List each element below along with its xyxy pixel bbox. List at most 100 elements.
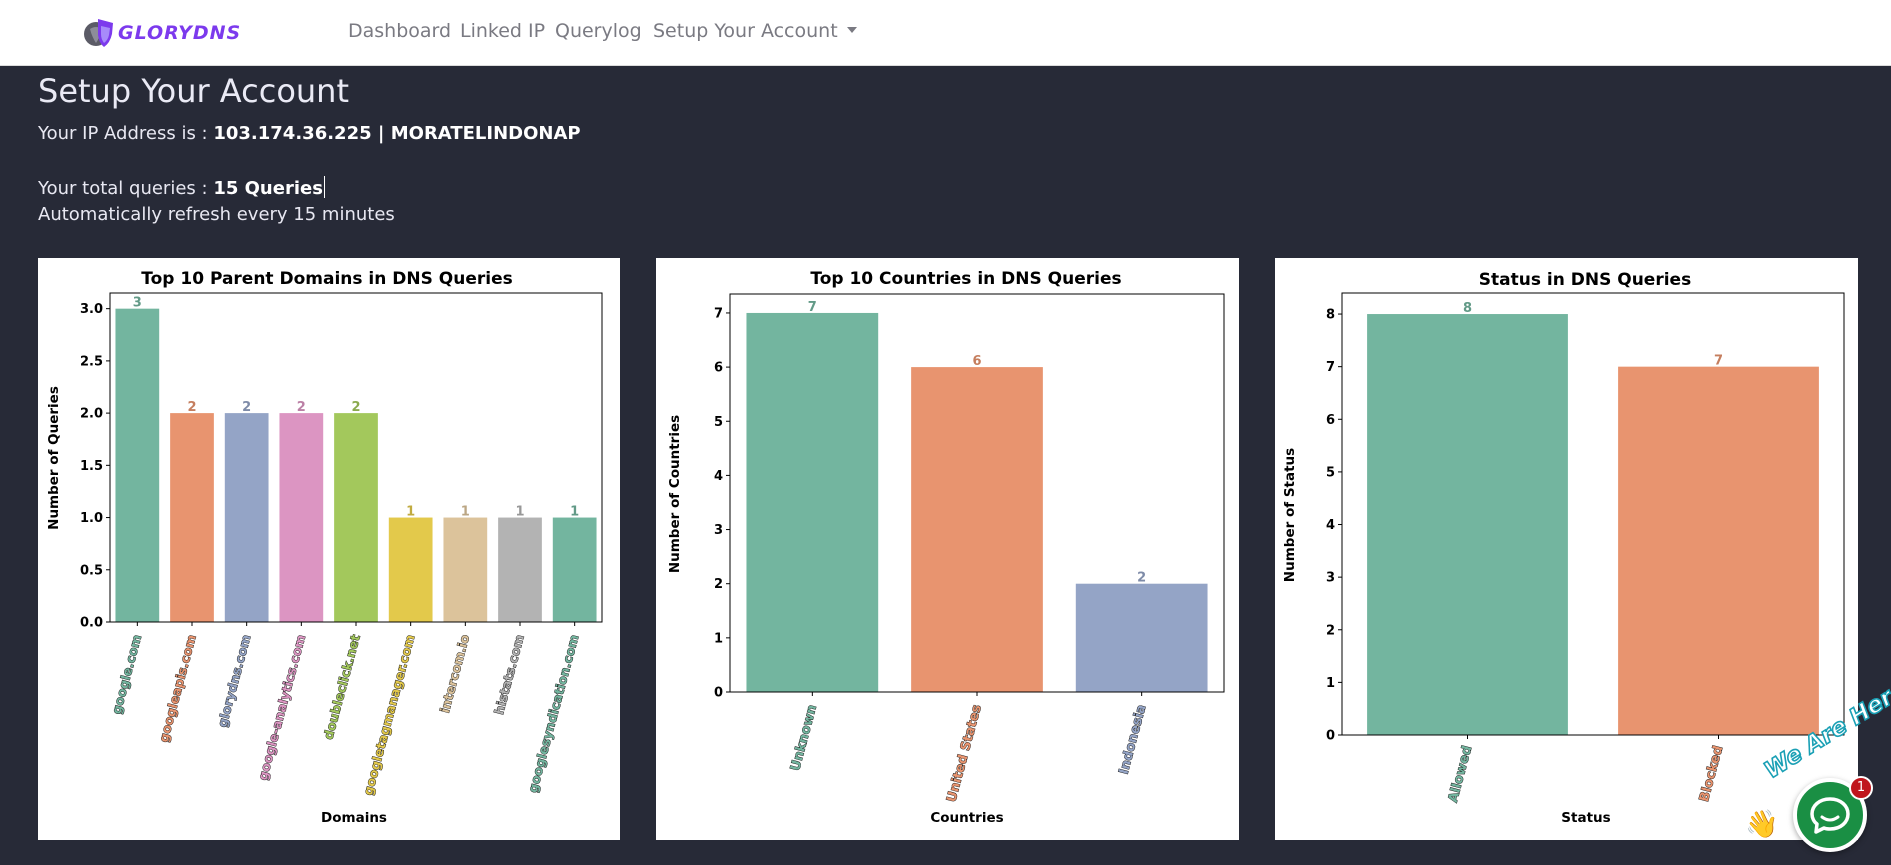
nav-dashboard[interactable]: Dashboard xyxy=(348,20,452,42)
data-label: 2 xyxy=(351,400,360,415)
chat-widget[interactable]: We Are Here! 👋 1 xyxy=(1745,670,1891,862)
y-tick-label: 0.0 xyxy=(80,616,103,631)
chart-title: Top 10 Parent Domains in DNS Queries xyxy=(141,269,512,289)
data-label: 2 xyxy=(242,400,251,415)
x-tick-label: googlesyndication.com xyxy=(525,633,582,794)
bar-histats-com xyxy=(498,517,542,622)
x-axis-label: Domains xyxy=(321,810,387,826)
x-axis-label: Countries xyxy=(930,810,1003,826)
plot-frame xyxy=(109,292,603,623)
x-tick-label: google-analytics.com xyxy=(255,633,308,782)
x-tick-label: glorydns.com xyxy=(214,633,253,729)
y-tick-label: 2 xyxy=(1326,623,1335,638)
x-tick-label: doubleclick.net xyxy=(320,633,362,741)
bar-googletagmanager-com xyxy=(388,517,433,622)
x-tick-label: histats.com xyxy=(491,633,527,716)
x-tick-label: google.com xyxy=(109,633,145,716)
chart-title: Top 10 Countries in DNS Queries xyxy=(810,269,1121,289)
y-tick-label: 7 xyxy=(1326,360,1335,375)
chart-card-domains: Top 10 Parent Domains in DNS Queries 3 goo… xyxy=(38,258,620,840)
y-tick-label: 0 xyxy=(1326,729,1335,744)
queries-label: Your total queries : xyxy=(38,178,208,199)
bar-intercom-io xyxy=(443,517,488,622)
data-label: 2 xyxy=(187,400,196,415)
data-label: 1 xyxy=(461,505,470,520)
y-tick-label: 1.0 xyxy=(80,511,103,526)
y-tick-label: 1.5 xyxy=(80,459,103,474)
total-queries-line: Your total queries : 15 Queries xyxy=(38,176,325,199)
chat-notification-badge: 1 xyxy=(1849,776,1873,800)
top-navbar: GLORYDNS Dashboard Linked IP Querylog Se… xyxy=(0,0,1891,66)
data-label: 7 xyxy=(808,300,817,315)
data-label: 7 xyxy=(1714,354,1723,369)
waving-hand-icon: 👋 xyxy=(1745,809,1779,840)
bar-google-com xyxy=(115,308,160,622)
y-axis-label: Number of Countries xyxy=(667,415,683,573)
data-label: 2 xyxy=(1137,571,1146,586)
y-tick-label: 1 xyxy=(1326,676,1335,691)
y-tick-label: 4 xyxy=(714,469,723,484)
y-tick-label: 3.0 xyxy=(80,302,103,317)
y-tick-label: 6 xyxy=(714,361,723,376)
x-axis-label: Status xyxy=(1561,810,1610,826)
y-tick-label: 2 xyxy=(714,577,723,592)
y-tick-label: 8 xyxy=(1326,308,1335,323)
y-tick-label: 3 xyxy=(714,523,723,538)
y-tick-label: 2.5 xyxy=(80,354,103,369)
bar-googleapis-com xyxy=(170,413,214,622)
plot-frame xyxy=(729,293,1225,693)
ip-address-line: Your IP Address is : 103.174.36.225 | MO… xyxy=(38,123,581,144)
shield-logo-icon xyxy=(84,19,113,47)
data-label: 3 xyxy=(133,296,142,311)
chart-card-status: Status in DNS Queries 8 Allowed 7 Blocked 0 1 2… xyxy=(1275,258,1858,840)
ip-label: Your IP Address is : xyxy=(38,123,208,144)
bar-doubleclick-net xyxy=(334,413,378,622)
brand-name: GLORYDNS xyxy=(118,22,242,44)
bar-google-analytics-com xyxy=(279,413,324,622)
chart-card-countries: Top 10 Countries in DNS Queries 7 Unknown 6… xyxy=(656,258,1239,840)
y-tick-label: 6 xyxy=(1326,413,1335,428)
x-tick-label: intercom.io xyxy=(437,633,472,715)
y-tick-label: 4 xyxy=(1326,518,1335,533)
nav-setup-account-dropdown[interactable]: Setup Your Account xyxy=(653,20,857,42)
x-tick-label: Blocked xyxy=(1697,744,1726,803)
data-label: 8 xyxy=(1463,301,1472,316)
y-tick-label: 1 xyxy=(714,631,723,646)
y-tick-label: 0 xyxy=(714,686,723,701)
bar-unknown xyxy=(746,312,879,692)
y-tick-label: 5 xyxy=(1326,465,1335,480)
x-tick-label: Allowed xyxy=(1446,744,1476,804)
countries-bar-chart: Top 10 Countries in DNS Queries 7 Unknown 6… xyxy=(667,269,1225,826)
bar-allowed xyxy=(1367,314,1568,735)
status-bar-chart: Status in DNS Queries 8 Allowed 7 Blocked 0 1 2… xyxy=(1282,270,1845,826)
y-tick-label: 7 xyxy=(714,306,723,321)
y-axis-label: Number of Status xyxy=(1282,448,1298,582)
data-label: 1 xyxy=(570,505,579,520)
x-tick-label: Indonesia xyxy=(1117,703,1150,776)
x-tick-label: Unknown xyxy=(788,703,820,772)
bar-indonesia xyxy=(1075,583,1208,692)
bar-googlesyndication-com xyxy=(552,517,597,622)
y-tick-label: 2.0 xyxy=(80,407,103,422)
chat-bubble-icon xyxy=(1810,797,1850,834)
data-label: 6 xyxy=(972,354,981,369)
nav-linked-ip[interactable]: Linked IP xyxy=(460,20,546,42)
bar-glorydns-com xyxy=(224,413,269,622)
data-label: 1 xyxy=(406,505,415,520)
y-tick-label: 3 xyxy=(1326,571,1335,586)
brand-logo[interactable]: GLORYDNS xyxy=(82,17,241,49)
x-tick-label: googletagmanager.com xyxy=(360,633,417,797)
page-title: Setup Your Account xyxy=(38,72,349,110)
refresh-info: Automatically refresh every 15 minutes xyxy=(38,204,395,225)
nav-querylog[interactable]: Querylog xyxy=(555,20,642,42)
x-tick-label: United States xyxy=(944,703,985,804)
queries-value: 15 Queries xyxy=(213,178,323,199)
domains-bar-chart: Top 10 Parent Domains in DNS Queries 3 goo… xyxy=(46,269,603,826)
y-axis-label: Number of Queries xyxy=(46,386,62,530)
plot-frame xyxy=(1341,292,1845,736)
y-tick-label: 5 xyxy=(714,415,723,430)
ip-value: 103.174.36.225 | MORATELINDONAP xyxy=(213,123,581,144)
y-tick-label: 0.5 xyxy=(80,563,103,578)
bar-blocked xyxy=(1618,366,1819,735)
data-label: 1 xyxy=(515,505,524,520)
